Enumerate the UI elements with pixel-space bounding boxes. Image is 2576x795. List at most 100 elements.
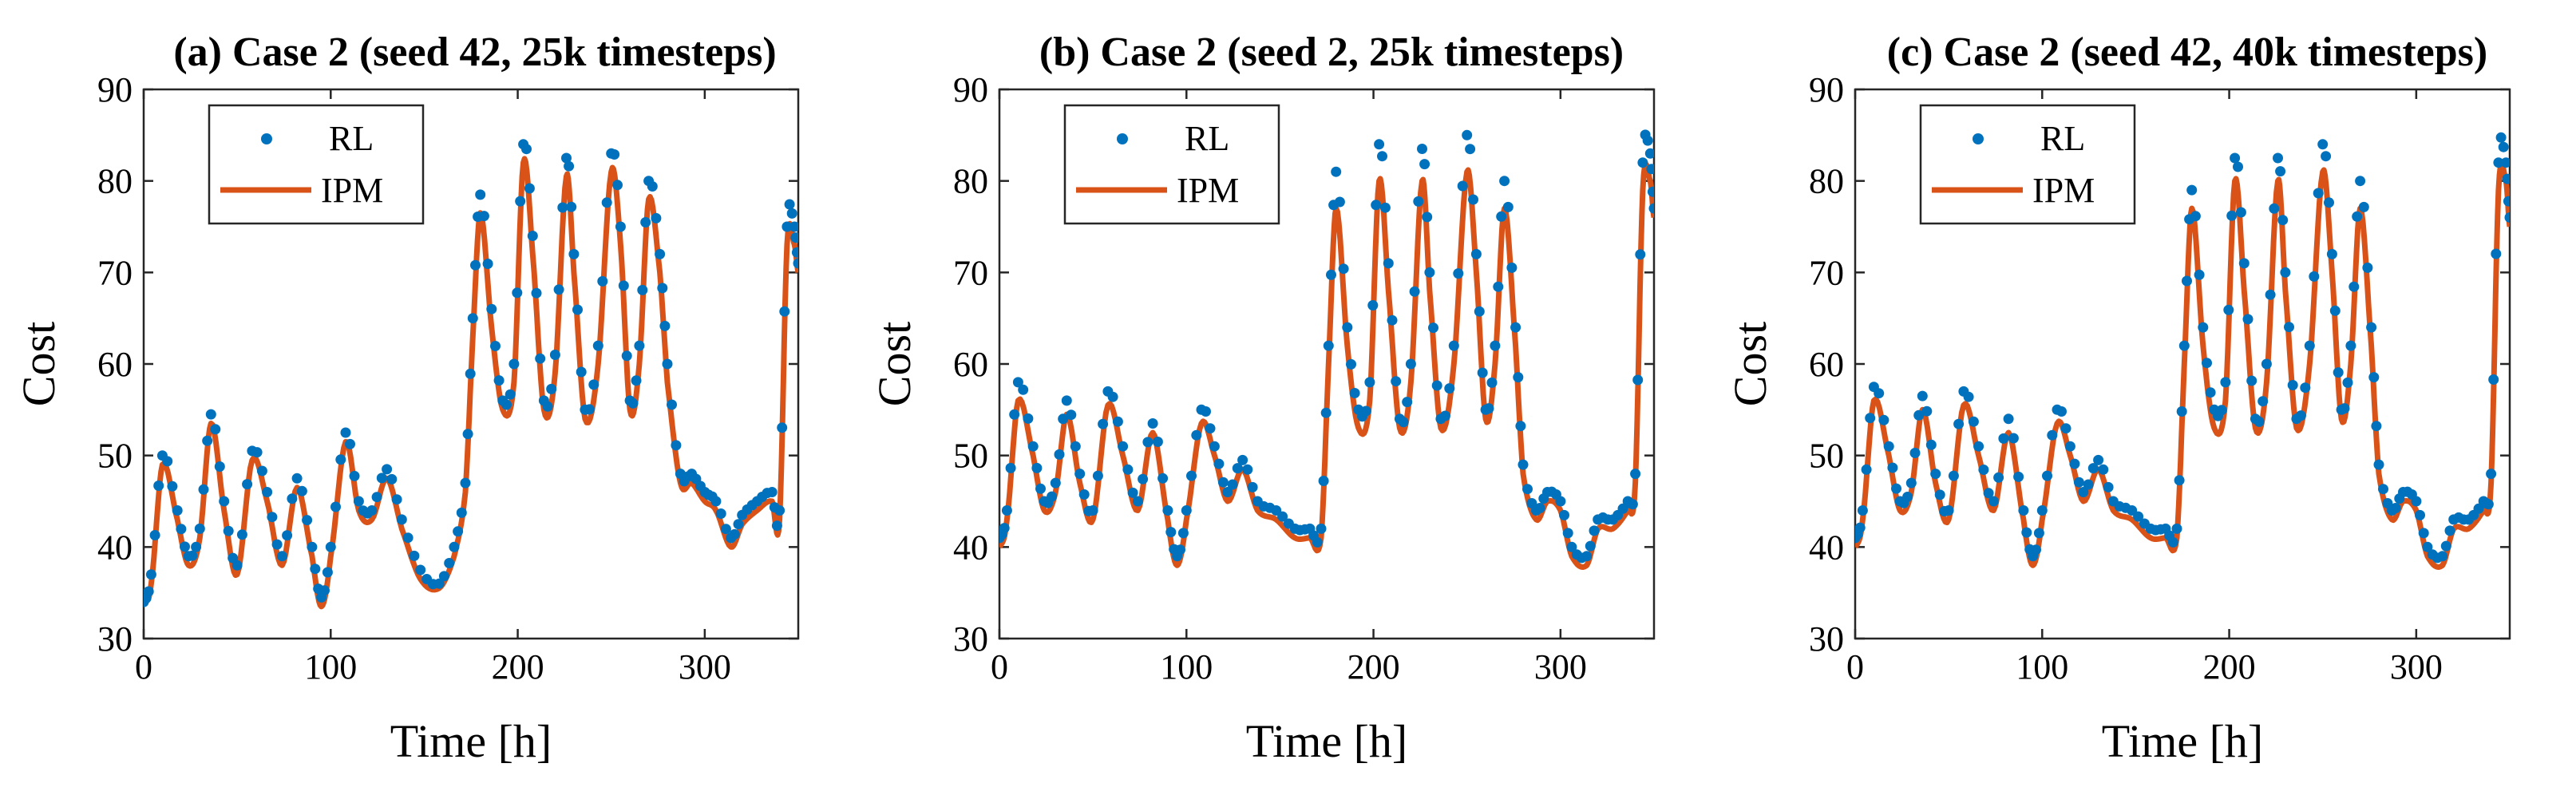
data-point-rl: [1457, 180, 1468, 192]
data-point-rl: [330, 501, 341, 512]
data-point-rl: [501, 399, 512, 410]
data-point-rl: [210, 424, 221, 435]
data-point-rl: [2378, 484, 2388, 495]
series-rl-dots: [1855, 132, 2510, 564]
data-point-rl: [1232, 463, 1243, 474]
data-point-rl: [1413, 196, 1424, 207]
data-point-rl: [1486, 377, 1498, 388]
data-point-rl: [1419, 159, 1430, 170]
x-axis-label: Time [h]: [390, 715, 552, 767]
data-point-rl: [2304, 340, 2315, 351]
data-point-rl: [191, 541, 202, 552]
data-point-rl: [1468, 194, 1478, 205]
data-point-rl: [144, 586, 154, 597]
y-tick-label: 40: [1809, 528, 1844, 567]
data-point-rl: [307, 541, 318, 552]
data-point-rl: [162, 456, 173, 467]
data-point-rl: [1477, 367, 1488, 378]
data-point-rl: [2355, 176, 2366, 187]
data-point-rl: [1318, 476, 1329, 486]
chart-title: (c) Case 2 (seed 42, 40k timesteps): [1887, 30, 2487, 75]
data-point-rl: [2174, 475, 2185, 486]
data-point-rl: [1387, 314, 1398, 326]
data-point-rl: [1209, 441, 1220, 452]
data-point-rl: [1122, 464, 1134, 475]
data-point-rl: [1883, 441, 1894, 452]
data-point-rl: [1513, 372, 1524, 383]
x-tick-label: 200: [1347, 647, 1400, 686]
data-point-rl: [1988, 496, 1999, 507]
series-line-ipm: [144, 156, 798, 610]
data-point-rl: [789, 221, 798, 232]
data-point-rl: [531, 287, 542, 299]
data-point-rl: [1855, 522, 1866, 533]
data-point-rl: [640, 217, 651, 227]
data-point-rl: [490, 341, 501, 351]
data-point-rl: [1581, 551, 1593, 562]
data-point-rl: [2273, 152, 2283, 164]
data-point-rl: [1320, 407, 1332, 418]
data-point-rl: [1483, 403, 1494, 414]
data-point-rl: [1165, 527, 1177, 538]
data-point-rl: [1391, 376, 1402, 387]
data-point-rl: [2182, 275, 2192, 287]
data-point-rl: [1642, 135, 1653, 146]
data-point-rl: [2437, 551, 2448, 562]
data-point-rl: [2190, 211, 2201, 222]
data-point-rl: [2287, 380, 2298, 390]
data-point-rl: [1647, 186, 1654, 197]
data-point-rl: [2333, 367, 2344, 378]
data-point-rl: [345, 438, 355, 449]
data-point-rl: [1107, 391, 1118, 402]
data-point-rl: [568, 248, 580, 259]
chart-panel-3: (c) Case 2 (seed 42, 40k timesteps) 0 100 2…: [1724, 30, 2511, 767]
data-point-rl: [1222, 487, 1233, 497]
y-tick-label: 30: [97, 619, 133, 659]
data-point-rl: [2171, 523, 2182, 534]
data-point-rl: [478, 211, 489, 222]
data-point-rl: [1422, 212, 1433, 223]
y-tick-label: 90: [953, 70, 988, 109]
legend-label-ipm: IPM: [321, 171, 383, 210]
y-tick-label: 30: [1809, 619, 1844, 659]
data-point-rl: [2103, 481, 2114, 492]
x-tick-label: 0: [135, 647, 152, 686]
data-point-rl: [1035, 483, 1046, 494]
chart-title: (a) Case 2 (seed 42, 25k timesteps): [173, 30, 776, 75]
data-point-rl: [2366, 322, 2377, 333]
data-point-rl: [1499, 176, 1510, 187]
data-point-rl: [1646, 164, 1654, 175]
legend-marker-rl: [1973, 133, 1984, 144]
legend-box: [1063, 104, 1280, 225]
data-point-rl: [2503, 196, 2510, 207]
data-point-rl: [2176, 406, 2187, 417]
data-point-rl: [322, 567, 333, 578]
data-point-rl: [615, 221, 626, 232]
data-point-rl: [1118, 441, 1129, 452]
data-point-rl: [482, 259, 493, 269]
data-point-rl: [1342, 322, 1353, 333]
data-point-rl: [2008, 433, 2019, 444]
data-point-rl: [486, 303, 497, 314]
data-point-rl: [1247, 481, 1258, 492]
data-point-rl: [1453, 268, 1464, 279]
data-point-rl: [1444, 383, 1455, 394]
data-point-rl: [449, 541, 460, 552]
data-point-rl: [2003, 413, 2014, 425]
data-point-rl: [325, 541, 336, 552]
y-tick-label: 80: [97, 162, 133, 201]
data-point-rl: [2083, 479, 2094, 490]
data-point-rl: [1902, 492, 1913, 502]
data-point-rl: [1050, 477, 1061, 488]
data-point-rl: [1398, 417, 1409, 428]
data-point-rl: [1474, 306, 1485, 317]
data-point-rl: [302, 515, 313, 526]
data-point-rl: [1070, 441, 1081, 452]
data-point-rl: [149, 530, 160, 540]
data-point-rl: [1934, 489, 1945, 500]
data-point-rl: [2194, 269, 2205, 280]
data-point-rl: [2056, 406, 2067, 417]
data-point-rl: [515, 196, 526, 207]
data-point-rl: [771, 520, 782, 532]
data-point-rl: [2422, 541, 2433, 552]
